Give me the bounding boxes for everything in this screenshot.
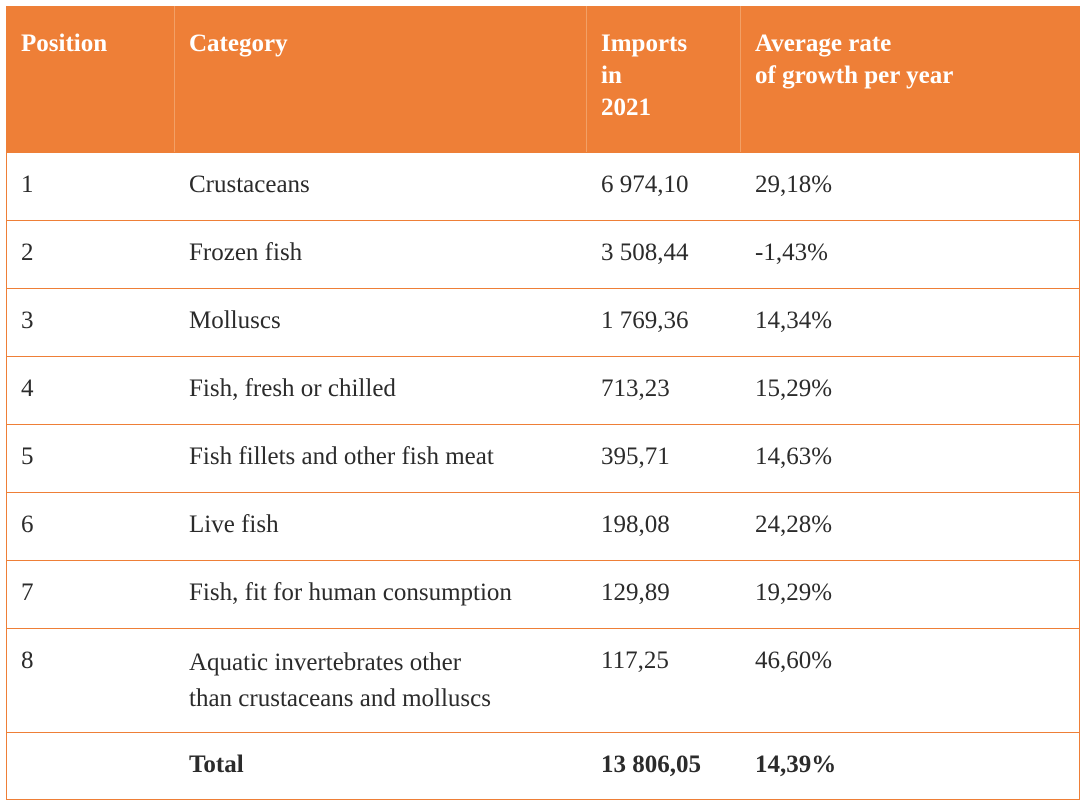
row-category: Aquatic invertebrates other than crustac… xyxy=(189,649,491,712)
row-position: 3 xyxy=(21,307,34,334)
total-row: Total 13 806,05 14,39% xyxy=(7,732,1079,799)
table-row: 5 Fish fillets and other fish meat 395,7… xyxy=(7,424,1079,492)
row-position: 5 xyxy=(21,443,34,470)
row-position: 6 xyxy=(21,511,34,538)
row-position: 2 xyxy=(21,239,34,266)
row-category: Frozen fish xyxy=(189,239,303,266)
header-growth: Average rate of growth per year xyxy=(755,30,954,89)
row-imports: 1 769,36 xyxy=(601,307,689,334)
row-growth: 29,18% xyxy=(755,171,833,198)
row-growth: 24,28% xyxy=(755,511,833,538)
row-category: Crustaceans xyxy=(189,171,310,198)
table-row: 6 Live fish 198,08 24,28% xyxy=(7,492,1079,560)
row-position: 1 xyxy=(21,171,34,198)
row-imports: 3 508,44 xyxy=(601,239,689,266)
row-category: Fish, fit for human consumption xyxy=(189,579,512,606)
table-row: 7 Fish, fit for human consumption 129,89… xyxy=(7,560,1079,628)
row-imports: 129,89 xyxy=(601,579,670,606)
header-category: Category xyxy=(175,6,587,152)
row-growth: 14,34% xyxy=(755,307,833,334)
row-imports: 198,08 xyxy=(601,511,670,538)
row-position: 8 xyxy=(21,647,34,674)
table-row: 4 Fish, fresh or chilled 713,23 15,29% xyxy=(7,356,1079,424)
row-category: Molluscs xyxy=(189,307,281,334)
total-label: Total xyxy=(189,751,244,778)
total-position xyxy=(7,733,175,799)
row-growth: 46,60% xyxy=(755,647,833,674)
table-row: 2 Frozen fish 3 508,44 -1,43% xyxy=(7,220,1079,288)
row-category: Live fish xyxy=(189,511,279,538)
table-row: 1 Crustaceans 6 974,10 29,18% xyxy=(7,152,1079,220)
row-growth: -1,43% xyxy=(755,239,828,266)
header-position: Position xyxy=(7,6,175,152)
table-row: 8 Aquatic invertebrates other than crust… xyxy=(7,628,1079,732)
row-imports: 713,23 xyxy=(601,375,670,402)
row-imports: 6 974,10 xyxy=(601,171,689,198)
row-growth: 14,63% xyxy=(755,443,833,470)
row-growth: 19,29% xyxy=(755,579,833,606)
row-category: Fish fillets and other fish meat xyxy=(189,443,494,470)
row-position: 7 xyxy=(21,579,34,606)
row-position: 4 xyxy=(21,375,34,402)
row-growth: 15,29% xyxy=(755,375,833,402)
header-imports: Imports in 2021 xyxy=(587,6,741,152)
imports-table: Position Category Imports in 2021 Averag… xyxy=(6,6,1080,800)
row-category: Fish, fresh or chilled xyxy=(189,375,396,402)
row-imports: 117,25 xyxy=(601,647,669,674)
row-imports: 395,71 xyxy=(601,443,670,470)
table-header-row: Position Category Imports in 2021 Averag… xyxy=(7,6,1079,152)
total-imports: 13 806,05 xyxy=(601,751,701,778)
total-growth: 14,39% xyxy=(755,751,837,778)
table-row: 3 Molluscs 1 769,36 14,34% xyxy=(7,288,1079,356)
